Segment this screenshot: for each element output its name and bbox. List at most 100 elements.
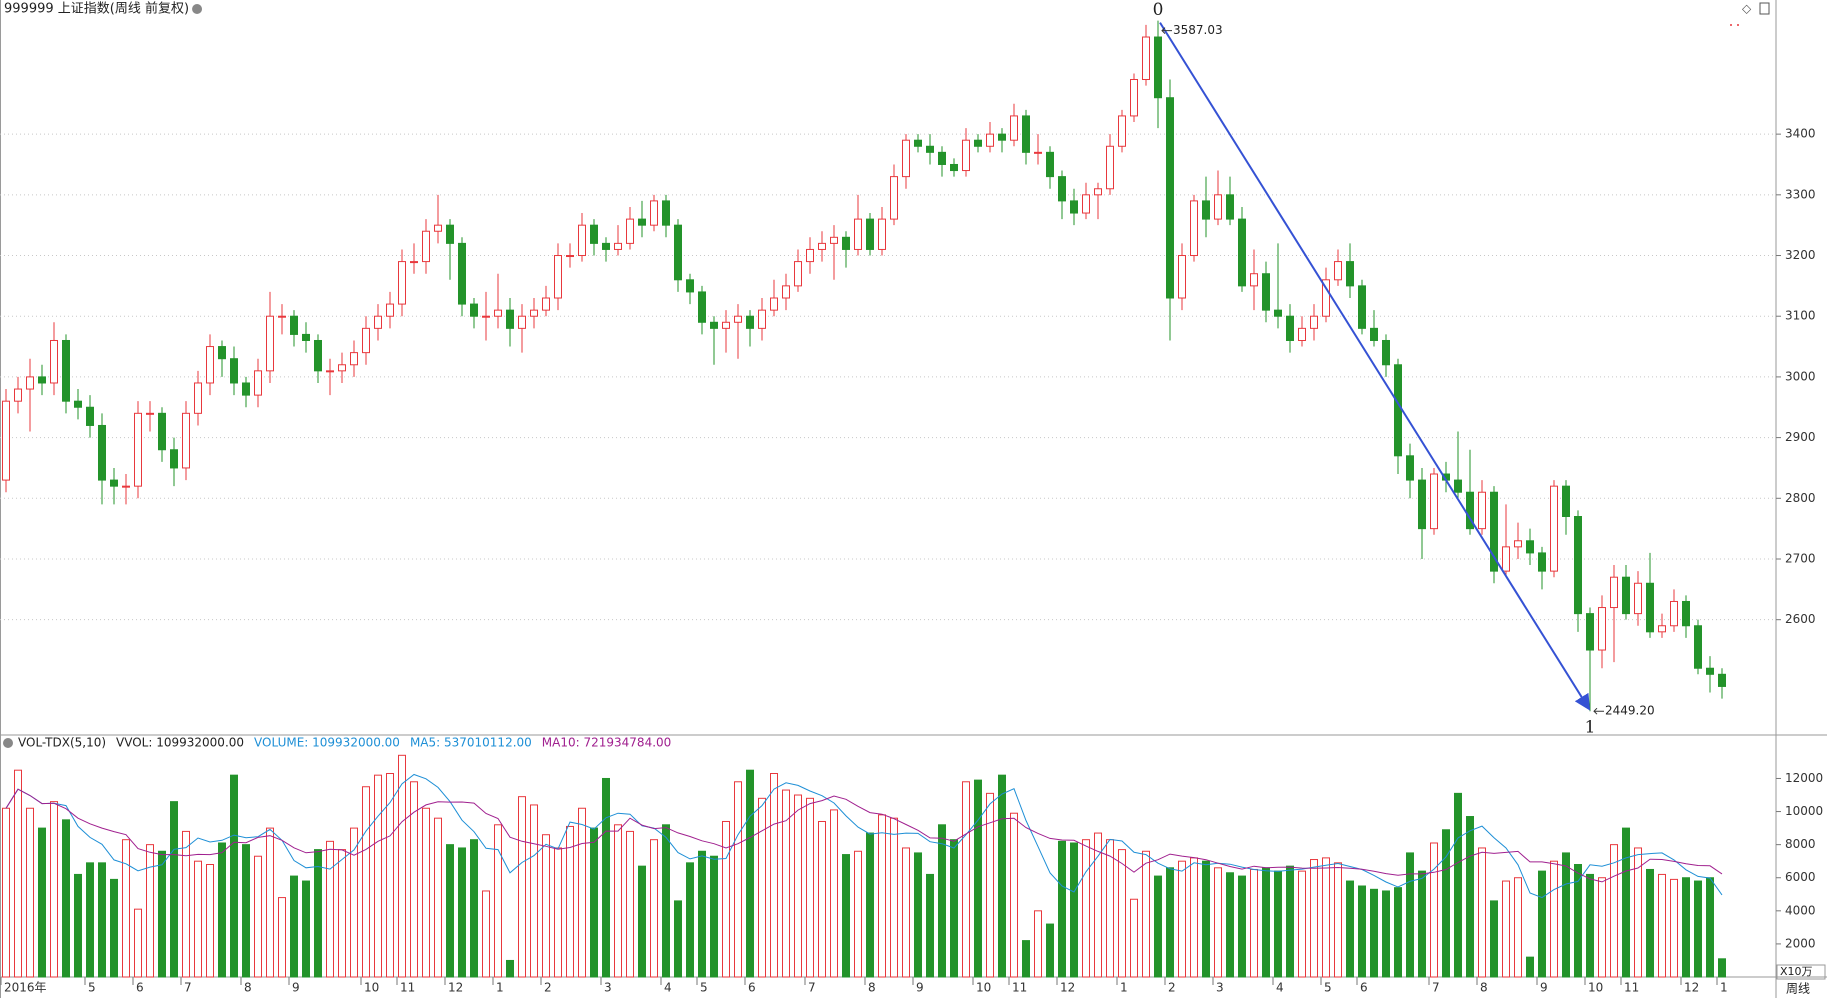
candle-body [758,309,766,329]
candle-body [1118,115,1126,147]
x-tick-label: 7 [184,981,192,995]
x-tick-label: 2016年 [4,981,47,995]
x-tick-label: 1 [496,981,504,995]
volume-bar [1118,849,1126,978]
toolbar-diamond-icon[interactable]: ◇ [1742,2,1752,16]
volume-bar [734,781,742,978]
volume-bar [1622,827,1630,978]
candle-body [962,139,970,172]
x-tick-label: 6 [748,981,756,995]
candle-body [146,412,154,415]
volume-bar [1418,870,1426,978]
candle-body [950,163,958,172]
volume-bar [1562,852,1570,978]
period-label[interactable]: 周线 [1786,982,1810,996]
x-tick-label: 9 [1540,981,1548,995]
volume-bar [422,807,430,978]
volume-bar [878,814,886,978]
volume-bar [1682,877,1690,978]
volume-bar [662,824,670,978]
volume-bar [854,850,862,978]
candle-body [554,255,562,299]
volume-bar [194,860,202,978]
candle-body [1106,145,1114,190]
candle-body [386,303,394,317]
volume-bar [1646,868,1654,978]
candle-body [158,412,166,451]
volume-bar [50,801,58,978]
x-tick-label: 5 [88,981,96,995]
volume-bar [1322,857,1330,978]
volume-bar [758,797,766,978]
candle-body [734,315,742,323]
candle-body [722,321,730,329]
candle-body [98,424,106,481]
candle-body [1658,625,1666,633]
candle-body [1286,315,1294,341]
x-tick-label: 2 [544,981,552,995]
toolbar-panel-icon[interactable] [1759,2,1770,15]
candle-body [266,315,274,372]
x-tick-label: 12 [1684,981,1699,995]
candle-body [686,279,694,293]
candle-body [746,315,754,329]
volume-bar [314,849,322,978]
title-menu-icon[interactable] [192,4,203,14]
candle-body [1718,673,1726,687]
volume-bar [1286,865,1294,978]
volume-bar [710,855,718,978]
candle-body [470,303,478,317]
chart-title: 999999 上证指数(周线 前复权) [4,1,189,17]
x-tick-label: 8 [244,981,252,995]
candle-body [974,139,982,147]
candle-body [134,412,142,487]
volume-bar [386,773,394,978]
volume-bar [1274,870,1282,978]
candle-body [1214,194,1222,220]
candle-body [1010,115,1018,141]
volume-bar [158,850,166,978]
candle-body [302,333,310,341]
volume-bar [782,789,790,978]
volume-bar [1226,872,1234,978]
volume-bar [146,844,154,978]
indicator-dot [1730,24,1732,26]
legend-entry: MA5: 537010112.00 [410,736,532,750]
volume-bar [1130,898,1138,978]
volume-bar [1394,887,1402,978]
volume-bar [1502,880,1510,978]
price-annotation: 2449.20 [1605,704,1655,718]
volume-bar [86,862,94,978]
volume-subtitle: VVOL: 109932000.00 [116,736,244,750]
x-tick-label: 10 [1588,981,1603,995]
volume-bar [470,839,478,978]
candle-body [542,297,550,311]
y-tick-label: 2700 [1785,551,1816,565]
volume-bar [818,820,826,978]
volume-bar [842,854,850,978]
candle-body [338,364,346,372]
candle-body [1430,473,1438,530]
volume-bar [794,794,802,978]
volume-bar [1106,839,1114,978]
candle-body [1682,600,1690,627]
volume-bar [1370,888,1378,978]
x-tick-label: 4 [1276,981,1284,995]
x-tick-label: 6 [136,981,144,995]
pointer-arrow [1161,27,1172,34]
x-tick-label: 11 [1012,981,1027,995]
volume-bar [686,862,694,978]
volume-menu-icon[interactable] [3,738,13,748]
candle-body [698,291,706,323]
volume-bar [554,847,562,978]
volume-bar [230,774,238,978]
candle-body [1610,576,1618,609]
volume-bar [506,959,514,978]
volume-bar [1238,875,1246,978]
candle-body [1274,309,1282,317]
x-tick-label: 8 [868,981,876,995]
volume-bar [1658,873,1666,978]
candle-body [1046,151,1054,178]
candle-body [998,133,1006,141]
